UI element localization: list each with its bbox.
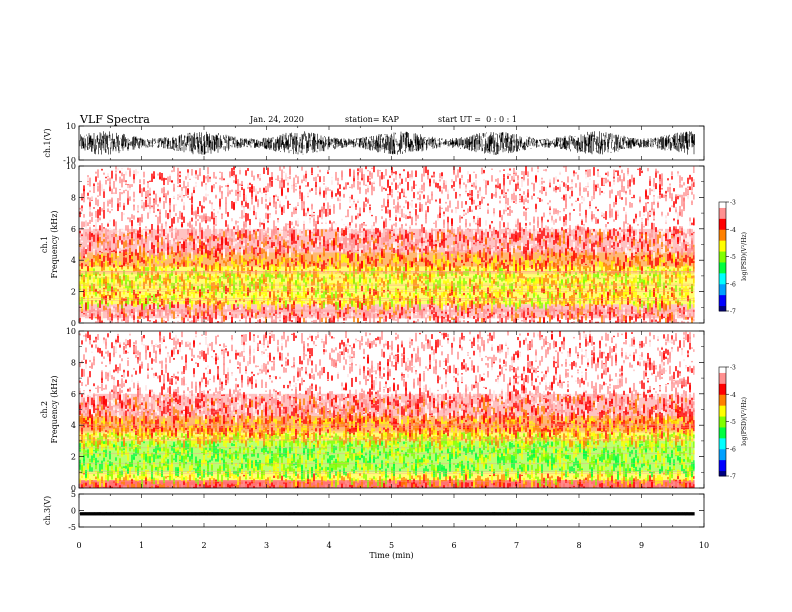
x-tick-label: 1	[139, 541, 144, 550]
colorbar-tick-label: -5	[730, 419, 736, 426]
y-tick-label: 6	[71, 225, 76, 234]
y-tick-label: 2	[71, 288, 76, 297]
x-tick-label: 9	[639, 541, 644, 550]
colorbar-tick-label: -7	[730, 474, 736, 481]
colorbar-tick-label: -6	[730, 281, 736, 288]
y-tick-label: 10	[66, 162, 76, 171]
colorbar-tick-label: -6	[730, 446, 736, 453]
ch2-spectrogram: 0 2 4 6 8 10 ch.2Frequency (kHz)	[40, 327, 704, 493]
y-tick-label: -10	[63, 156, 76, 165]
y-axis-label: ch.2Frequency (kHz)	[40, 375, 59, 443]
x-tick-label: 10	[699, 541, 709, 550]
colorbar-tick-label: -4	[730, 227, 736, 234]
x-tick-label: 8	[576, 541, 581, 550]
colorbar-tick-label: -4	[730, 392, 736, 399]
ch1-waveform-trace	[79, 131, 695, 155]
x-tick-label: 2	[201, 541, 206, 550]
colorbar: -3 -4 -5 -6 -7 log(PSD)(V²/Hz)	[718, 365, 748, 481]
x-tick-label: 4	[326, 541, 331, 550]
panel-frame	[78, 493, 705, 528]
colorbar-tick-label: -3	[730, 200, 736, 207]
y-tick-label: -5	[68, 523, 76, 532]
y-tick-label: 8	[71, 193, 76, 202]
station-label: station= KAP	[345, 115, 399, 124]
colorbar-label: log(PSD)(V²/Hz)	[741, 397, 748, 446]
x-tick-label: 6	[451, 541, 456, 550]
colorbar-label: log(PSD)(V²/Hz)	[741, 232, 748, 281]
y-tick-label: 0	[71, 319, 76, 328]
colorbar-tick-label: -7	[730, 309, 736, 316]
y-tick-label: 5	[71, 490, 76, 499]
ch3-trace-band	[80, 512, 695, 516]
y-tick-label: 0	[71, 507, 76, 516]
y-tick-label: 10	[66, 327, 76, 336]
colorbar-tick-label: -3	[730, 365, 736, 372]
y-tick-label: 0	[71, 484, 76, 493]
ch1-spectrogram: 0 2 4 6 8 10 ch.1Frequency (kHz)	[40, 162, 704, 328]
y-tick-label: 10	[66, 122, 76, 131]
x-tick-label: 5	[389, 541, 394, 550]
y-tick-label: 8	[71, 358, 76, 367]
ch3-waveform: 5 0 -5 ch.3(V)	[43, 490, 704, 532]
x-tick-label: 0	[76, 541, 81, 550]
y-axis-label: ch.1(V)	[43, 128, 52, 157]
y-axis-label: ch.3(V)	[43, 496, 52, 525]
y-axis-label: ch.1Frequency (kHz)	[40, 210, 59, 278]
chart-title: VLF Spectra	[80, 113, 150, 126]
y-tick-label: 4	[71, 256, 76, 265]
colorbar-tick-label: -5	[730, 254, 736, 261]
y-tick-label: 6	[71, 390, 76, 399]
y-tick-label: 4	[71, 421, 76, 430]
date-label: Jan. 24, 2020	[250, 115, 304, 124]
start-ut-label: start UT = 0 : 0 : 1	[438, 115, 517, 124]
y-tick-label: 2	[71, 453, 76, 462]
x-tick-label: 3	[264, 541, 269, 550]
colorbar: -3 -4 -5 -6 -7 log(PSD)(V²/Hz)	[718, 200, 748, 316]
ch1-waveform: 10 -10 ch.1(V)	[43, 122, 704, 165]
x-tick-label: 7	[514, 541, 519, 550]
x-axis-label: Time (min)	[369, 551, 413, 560]
